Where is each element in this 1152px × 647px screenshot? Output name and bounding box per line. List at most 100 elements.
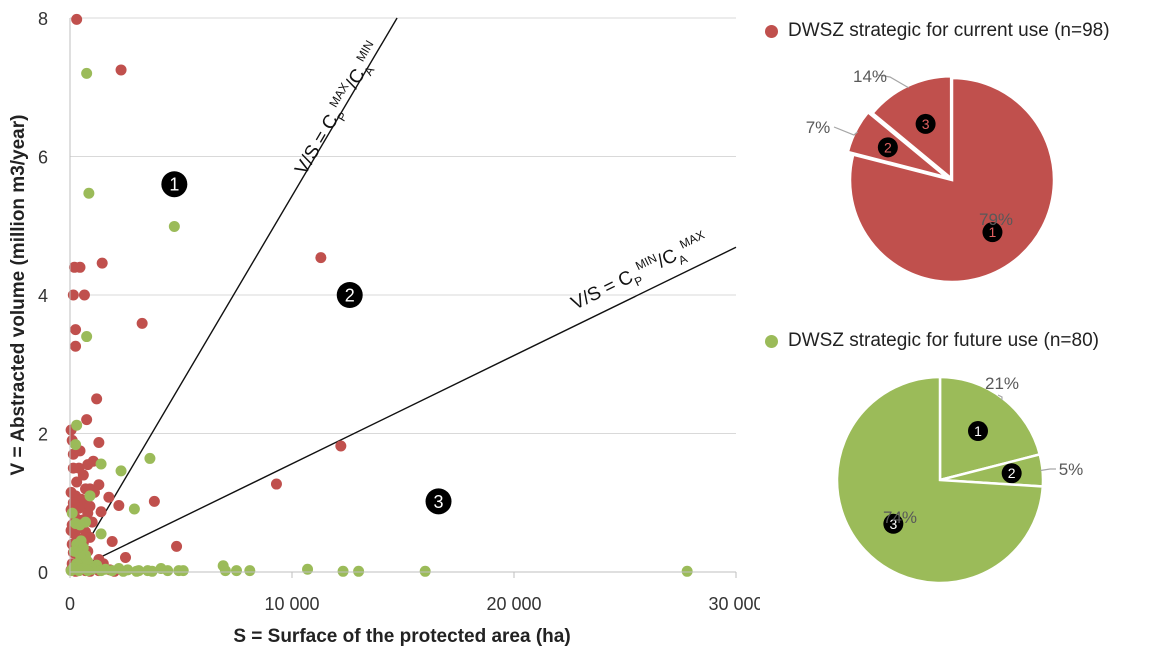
- y-tick-label: 4: [38, 286, 48, 306]
- point-current-use: [171, 540, 183, 552]
- point-current-use: [74, 261, 86, 273]
- region-markers: 1 2 3: [161, 171, 452, 515]
- pie-region-marker-label: 1: [989, 224, 997, 240]
- region-marker: [425, 488, 452, 515]
- point-future-use: [302, 563, 314, 575]
- point-future-use: [74, 519, 86, 531]
- point-current-use: [95, 506, 107, 518]
- point-current-use: [77, 469, 89, 481]
- point-future-use: [73, 565, 85, 577]
- pie-chart-future-use: 1 21% 2 5% 374%: [835, 374, 1084, 585]
- point-future-use: [71, 419, 83, 431]
- x-tick-label: 0: [65, 594, 75, 614]
- region-marker-label: 1: [169, 175, 179, 195]
- point-future-use: [82, 565, 94, 577]
- ratio-line-label: V/S = CPMIN/CAMAX: [567, 228, 713, 318]
- region-marker: [161, 171, 188, 198]
- pie-region-marker: [1001, 463, 1022, 484]
- point-future-use: [81, 331, 93, 343]
- y-tick-label: 8: [38, 9, 48, 29]
- y-axis-title: V = Abstracted volume (million m3/year): [8, 115, 29, 476]
- x-axis-title: S = Surface of the protected area (ha): [233, 626, 570, 647]
- x-tick-label: 30 000: [708, 594, 760, 614]
- pie-chart-current-use: 179% 2 7% 3 14%: [806, 67, 1056, 284]
- point-future-use: [84, 490, 96, 502]
- point-future-use: [177, 565, 189, 577]
- legend-label-current: DWSZ strategic for current use (n=98): [788, 20, 1110, 41]
- point-future-use: [337, 565, 349, 577]
- point-current-use: [70, 340, 82, 352]
- ratio-line: [69, 17, 398, 573]
- pie-slice-1: [848, 76, 1056, 284]
- pie-percent-label: 14%: [853, 67, 887, 86]
- point-current-use: [67, 289, 79, 301]
- region-marker-label: 2: [345, 286, 355, 306]
- point-future-use: [419, 565, 431, 577]
- point-future-use: [353, 565, 365, 577]
- point-current-use: [70, 324, 82, 336]
- point-current-use: [115, 64, 127, 76]
- pie-slice-1: [938, 375, 1042, 482]
- point-current-use: [93, 437, 105, 449]
- point-current-use: [67, 448, 79, 460]
- point-future-use: [144, 452, 156, 464]
- pie-region-marker: [915, 113, 936, 134]
- pie-leader-line: [877, 74, 909, 89]
- point-current-use: [315, 252, 327, 264]
- pie-percent-label: 74%: [883, 508, 917, 527]
- point-current-use: [81, 414, 93, 426]
- point-current-use: [136, 317, 148, 329]
- x-tick-label: 10 000: [264, 594, 319, 614]
- region-marker: [336, 282, 363, 308]
- pie-percent-label: 79%: [979, 210, 1013, 229]
- pie-percent-label: 21%: [985, 374, 1019, 393]
- legend-current-use: DWSZ strategic for current use (n=98): [765, 20, 1110, 42]
- point-current-use: [96, 257, 108, 269]
- ratio-line: [69, 246, 737, 573]
- legend-dot-future: [765, 334, 778, 348]
- ratio-line-label: V/S = CPMAX/CAMIN: [289, 38, 389, 181]
- gridlines: [70, 17, 736, 434]
- point-future-use: [681, 565, 693, 577]
- scatter-points: [65, 13, 693, 577]
- point-future-use: [162, 565, 174, 577]
- y-tick-label: 2: [38, 425, 48, 445]
- scatter-chart: V/S = CPMAX/CAMIN V/S = CPMIN/CAMAX 0 2 4 6 8…: [8, 9, 760, 647]
- point-future-use: [244, 565, 256, 577]
- point-current-use: [148, 495, 160, 507]
- pie-region-marker-label: 1: [974, 423, 982, 439]
- point-current-use: [78, 289, 90, 301]
- pie-slice-3: [870, 74, 953, 181]
- point-future-use: [106, 565, 118, 577]
- x-tick-label: 20 000: [486, 594, 541, 614]
- point-current-use: [120, 551, 131, 563]
- axes: 0 2 4 6 8 0 10 000 20 000 30 000: [38, 9, 760, 614]
- pie-region-marker-label: 3: [922, 116, 930, 132]
- point-current-use: [106, 536, 118, 548]
- pie-leader-line: [1040, 468, 1056, 472]
- point-future-use: [95, 458, 107, 470]
- pie-leader-line: [997, 394, 1003, 401]
- pie-percent-label: 5%: [1059, 460, 1084, 479]
- point-future-use: [131, 565, 143, 577]
- pie-region-marker: [877, 137, 898, 158]
- point-current-use: [82, 459, 94, 471]
- y-tick-label: 0: [38, 563, 48, 583]
- region-marker-label: 3: [434, 492, 444, 512]
- point-future-use: [117, 565, 129, 577]
- point-future-use: [115, 465, 127, 477]
- point-current-use: [113, 500, 125, 512]
- point-future-use: [231, 565, 242, 577]
- point-future-use: [95, 565, 107, 577]
- pie-region-marker-label: 2: [1008, 465, 1016, 481]
- point-future-use: [70, 439, 82, 451]
- pie-region-marker: [982, 222, 1003, 243]
- pie-region-marker: [883, 513, 904, 534]
- point-current-use: [71, 13, 83, 25]
- pie-leader-line: [833, 126, 858, 136]
- pie-region-marker-label: 2: [884, 139, 892, 155]
- pie-region-marker-label: 3: [889, 516, 897, 532]
- point-current-use: [335, 440, 347, 452]
- point-current-use: [91, 393, 103, 405]
- legend-label-future: DWSZ strategic for future use (n=80): [788, 330, 1099, 351]
